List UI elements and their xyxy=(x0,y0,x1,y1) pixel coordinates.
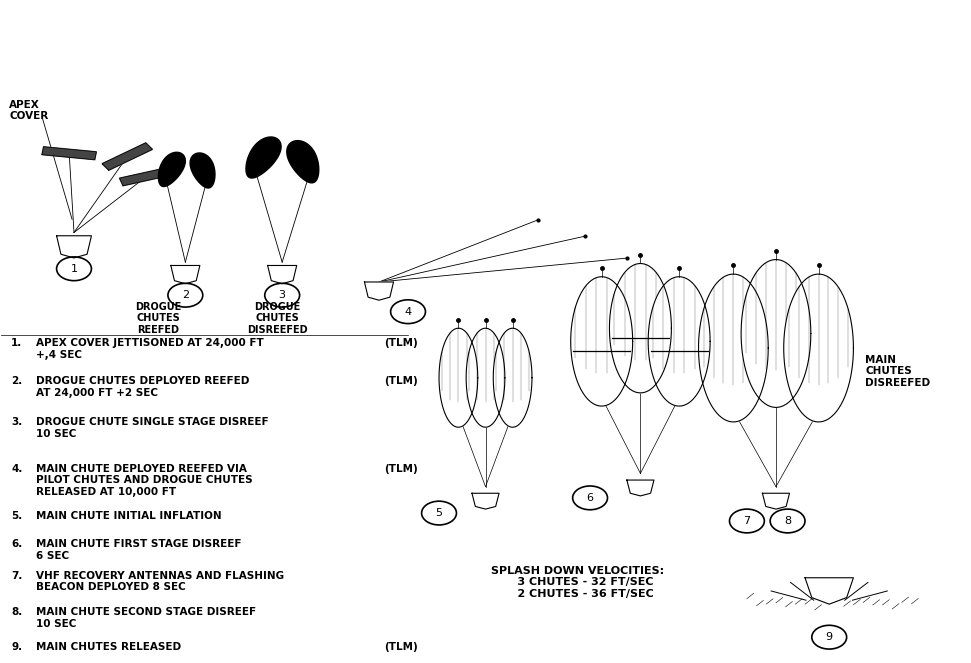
Text: MAIN CHUTE SECOND STAGE DISREEF
10 SEC: MAIN CHUTE SECOND STAGE DISREEF 10 SEC xyxy=(36,607,256,629)
Text: SPLASH DOWN VELOCITIES:
    3 CHUTES - 32 FT/SEC
    2 CHUTES - 36 FT/SEC: SPLASH DOWN VELOCITIES: 3 CHUTES - 32 FT… xyxy=(491,566,664,599)
Polygon shape xyxy=(102,143,152,170)
Text: DROGUE CHUTES DEPLOYED REEFED
AT 24,000 FT +2 SEC: DROGUE CHUTES DEPLOYED REEFED AT 24,000 … xyxy=(36,377,250,398)
Text: (TLM): (TLM) xyxy=(384,338,418,348)
Polygon shape xyxy=(56,236,91,258)
Polygon shape xyxy=(466,328,505,427)
Text: 1.: 1. xyxy=(11,338,22,348)
Polygon shape xyxy=(246,137,281,178)
Text: 4: 4 xyxy=(405,307,412,317)
Text: 7.: 7. xyxy=(11,570,22,581)
Text: (TLM): (TLM) xyxy=(384,642,418,652)
Text: DROGUE
CHUTES
REEFED: DROGUE CHUTES REEFED xyxy=(135,302,182,335)
Text: MAIN
CHUTES
DISREEFED: MAIN CHUTES DISREEFED xyxy=(865,355,930,388)
Polygon shape xyxy=(741,259,811,407)
Text: VHF RECOVERY ANTENNAS AND FLASHING
BEACON DEPLOYED 8 SEC: VHF RECOVERY ANTENNAS AND FLASHING BEACO… xyxy=(36,570,285,592)
Polygon shape xyxy=(472,493,499,509)
Text: 4.: 4. xyxy=(11,463,22,473)
Text: APEX COVER JETTISONED AT 24,000 FT
+,4 SEC: APEX COVER JETTISONED AT 24,000 FT +,4 S… xyxy=(36,338,264,360)
Text: 6: 6 xyxy=(586,493,593,503)
Text: APEX
COVER: APEX COVER xyxy=(9,99,49,121)
Polygon shape xyxy=(805,577,854,604)
Polygon shape xyxy=(762,493,789,509)
Text: MAIN CHUTES RELEASED: MAIN CHUTES RELEASED xyxy=(36,642,182,652)
Polygon shape xyxy=(171,265,200,284)
Polygon shape xyxy=(439,328,478,427)
Text: 1: 1 xyxy=(71,264,78,274)
Polygon shape xyxy=(158,152,185,186)
Text: 9: 9 xyxy=(825,633,833,642)
Text: MAIN CHUTE FIRST STAGE DISREEF
6 SEC: MAIN CHUTE FIRST STAGE DISREEF 6 SEC xyxy=(36,540,242,561)
Polygon shape xyxy=(784,274,854,422)
Text: 8.: 8. xyxy=(11,607,22,617)
Polygon shape xyxy=(42,147,96,160)
Text: DROGUE
CHUTES
DISREEFED: DROGUE CHUTES DISREEFED xyxy=(247,302,308,335)
Polygon shape xyxy=(190,153,215,188)
Polygon shape xyxy=(627,480,654,496)
Polygon shape xyxy=(571,276,633,406)
Text: 7: 7 xyxy=(744,516,751,526)
Text: 8: 8 xyxy=(784,516,791,526)
Polygon shape xyxy=(698,274,768,422)
Text: 3: 3 xyxy=(279,290,285,300)
Polygon shape xyxy=(119,167,174,186)
Polygon shape xyxy=(493,328,532,427)
Polygon shape xyxy=(268,265,297,284)
Polygon shape xyxy=(364,282,393,300)
Text: MAIN CHUTE INITIAL INFLATION: MAIN CHUTE INITIAL INFLATION xyxy=(36,511,221,521)
Text: 5: 5 xyxy=(436,508,443,518)
Text: 2: 2 xyxy=(182,290,189,300)
Text: 3.: 3. xyxy=(11,417,22,428)
Polygon shape xyxy=(610,263,671,393)
Text: 6.: 6. xyxy=(11,540,22,550)
Polygon shape xyxy=(286,141,318,183)
Text: DROGUE CHUTE SINGLE STAGE DISREEF
10 SEC: DROGUE CHUTE SINGLE STAGE DISREEF 10 SEC xyxy=(36,417,269,439)
Text: (TLM): (TLM) xyxy=(384,377,418,387)
Text: 5.: 5. xyxy=(11,511,22,521)
Text: MAIN CHUTE DEPLOYED REEFED VIA
PILOT CHUTES AND DROGUE CHUTES
RELEASED AT 10,000: MAIN CHUTE DEPLOYED REEFED VIA PILOT CHU… xyxy=(36,463,252,497)
Text: 9.: 9. xyxy=(11,642,22,652)
Text: (TLM): (TLM) xyxy=(384,463,418,473)
Text: 2.: 2. xyxy=(11,377,22,387)
Polygon shape xyxy=(649,276,710,406)
